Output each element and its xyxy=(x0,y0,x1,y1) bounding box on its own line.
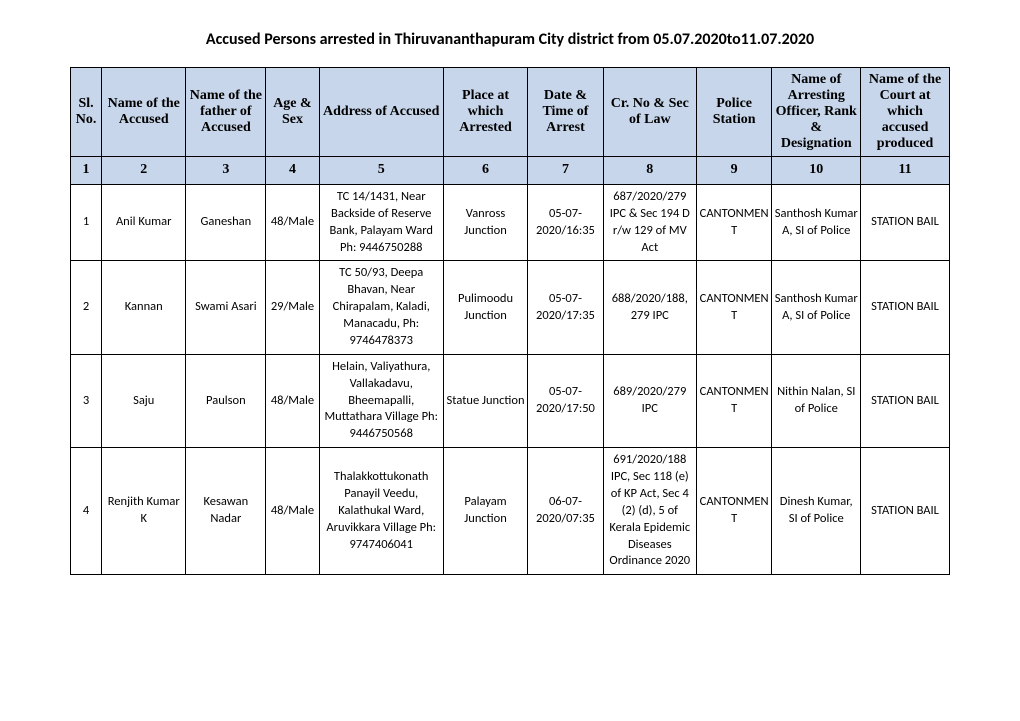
col-number: 9 xyxy=(696,157,771,185)
col-number: 4 xyxy=(266,157,319,185)
cell-address: Thalakkottukonath Panayil Veedu, Kalathu… xyxy=(319,448,443,575)
cell-datetime: 05-07-2020/17:50 xyxy=(528,354,603,447)
col-header: Address of Accused xyxy=(319,68,443,157)
cell-court: STATION BAIL xyxy=(861,448,950,575)
cell-crno: 688/2020/188, 279 IPC xyxy=(603,261,696,354)
cell-sl: 2 xyxy=(71,261,102,354)
cell-father: Kesawan Nadar xyxy=(186,448,266,575)
cell-father: Ganeshan xyxy=(186,184,266,261)
cell-sl: 1 xyxy=(71,184,102,261)
cell-crno: 687/2020/279 IPC & Sec 194 D r/w 129 of … xyxy=(603,184,696,261)
col-header: Sl. No. xyxy=(71,68,102,157)
col-number: 7 xyxy=(528,157,603,185)
col-header: Police Station xyxy=(696,68,771,157)
col-header: Name of the father of Accused xyxy=(186,68,266,157)
col-number: 11 xyxy=(861,157,950,185)
col-header: Name of Arresting Officer, Rank & Design… xyxy=(772,68,861,157)
cell-age: 48/Male xyxy=(266,354,319,447)
cell-datetime: 06-07-2020/07:35 xyxy=(528,448,603,575)
cell-age: 48/Male xyxy=(266,184,319,261)
cell-court: STATION BAIL xyxy=(861,354,950,447)
col-header: Age & Sex xyxy=(266,68,319,157)
arrest-table: Sl. No. Name of the Accused Name of the … xyxy=(70,67,950,575)
cell-officer: Dinesh Kumar, SI of Police xyxy=(772,448,861,575)
cell-crno: 691/2020/188 IPC, Sec 118 (e) of KP Act,… xyxy=(603,448,696,575)
col-number: 1 xyxy=(71,157,102,185)
cell-crno: 689/2020/279 IPC xyxy=(603,354,696,447)
table-header-row: Sl. No. Name of the Accused Name of the … xyxy=(71,68,950,157)
table-row: 2KannanSwami Asari29/MaleTC 50/93, Deepa… xyxy=(71,261,950,354)
cell-datetime: 05-07-2020/16:35 xyxy=(528,184,603,261)
cell-name: Renjith Kumar K xyxy=(102,448,186,575)
cell-name: Kannan xyxy=(102,261,186,354)
cell-sl: 4 xyxy=(71,448,102,575)
table-row: 3SajuPaulson48/MaleHelain, Valiyathura, … xyxy=(71,354,950,447)
col-number: 8 xyxy=(603,157,696,185)
col-header: Place at which Arrested xyxy=(443,68,527,157)
cell-officer: Nithin Nalan, SI of Police xyxy=(772,354,861,447)
cell-place: Palayam Junction xyxy=(443,448,527,575)
cell-datetime: 05-07-2020/17:35 xyxy=(528,261,603,354)
cell-age: 29/Male xyxy=(266,261,319,354)
cell-address: Helain, Valiyathura, Vallakadavu, Bheema… xyxy=(319,354,443,447)
cell-address: TC 50/93, Deepa Bhavan, Near Chirapalam,… xyxy=(319,261,443,354)
cell-station: CANTONMENT xyxy=(696,448,771,575)
col-header: Cr. No & Sec of Law xyxy=(603,68,696,157)
cell-place: Vanross Junction xyxy=(443,184,527,261)
col-number: 2 xyxy=(102,157,186,185)
col-number: 10 xyxy=(772,157,861,185)
cell-court: STATION BAIL xyxy=(861,261,950,354)
cell-station: CANTONMENT xyxy=(696,261,771,354)
page-title: Accused Persons arrested in Thiruvananth… xyxy=(70,30,950,49)
cell-place: Statue Junction xyxy=(443,354,527,447)
table-row: 1Anil KumarGaneshan48/MaleTC 14/1431, Ne… xyxy=(71,184,950,261)
cell-sl: 3 xyxy=(71,354,102,447)
cell-age: 48/Male xyxy=(266,448,319,575)
col-header: Date & Time of Arrest xyxy=(528,68,603,157)
col-header: Name of the Court at which accused produ… xyxy=(861,68,950,157)
column-number-row: 1 2 3 4 5 6 7 8 9 10 11 xyxy=(71,157,950,185)
cell-court: STATION BAIL xyxy=(861,184,950,261)
table-row: 4Renjith Kumar KKesawan Nadar48/MaleThal… xyxy=(71,448,950,575)
cell-station: CANTONMENT xyxy=(696,184,771,261)
col-header: Name of the Accused xyxy=(102,68,186,157)
cell-name: Anil Kumar xyxy=(102,184,186,261)
col-number: 6 xyxy=(443,157,527,185)
cell-place: Pulimoodu Junction xyxy=(443,261,527,354)
cell-officer: Santhosh Kumar A, SI of Police xyxy=(772,184,861,261)
col-number: 3 xyxy=(186,157,266,185)
cell-father: Swami Asari xyxy=(186,261,266,354)
cell-officer: Santhosh Kumar A, SI of Police xyxy=(772,261,861,354)
cell-name: Saju xyxy=(102,354,186,447)
cell-address: TC 14/1431, Near Backside of Reserve Ban… xyxy=(319,184,443,261)
cell-station: CANTONMENT xyxy=(696,354,771,447)
cell-father: Paulson xyxy=(186,354,266,447)
col-number: 5 xyxy=(319,157,443,185)
